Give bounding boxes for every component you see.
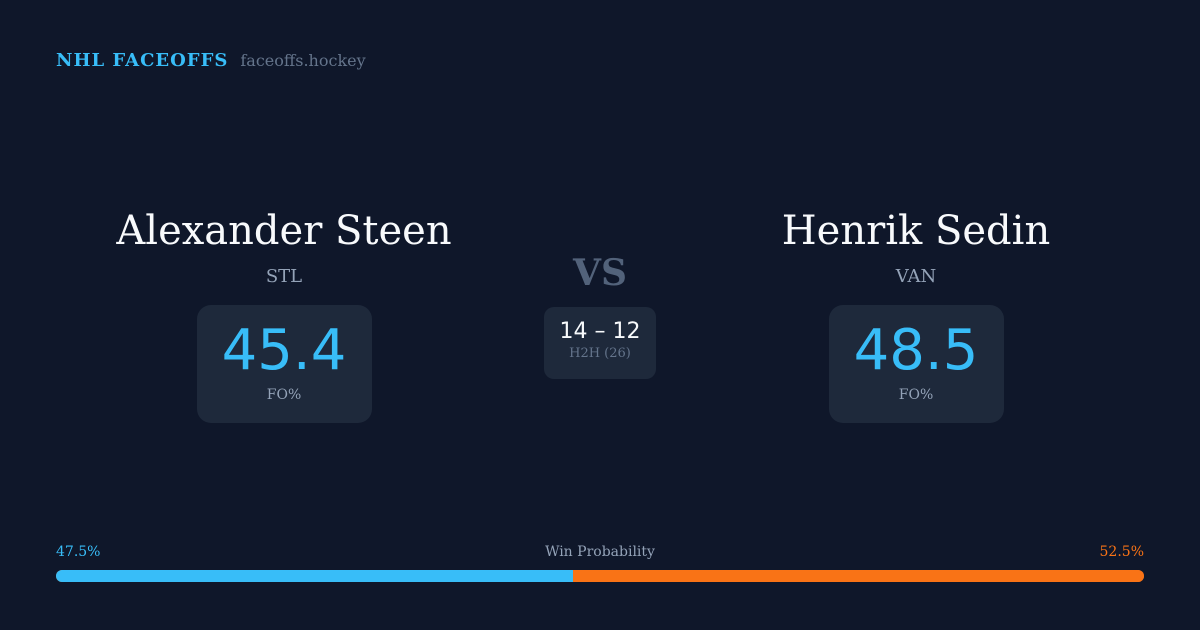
player-right: Henrik Sedin VAN 48.5 FO% bbox=[706, 208, 1126, 423]
h2h-label: H2H (26) bbox=[569, 346, 631, 361]
win-prob-right: 52.5% bbox=[1099, 544, 1144, 560]
vs-label: VS bbox=[573, 252, 627, 294]
brand: NHL FACEOFFS faceoffs.hockey bbox=[56, 50, 366, 71]
player-team: STL bbox=[265, 266, 303, 287]
brand-name: NHL FACEOFFS bbox=[56, 50, 229, 71]
fo-label: FO% bbox=[898, 387, 934, 403]
player-team: VAN bbox=[895, 266, 937, 287]
fo-label: FO% bbox=[266, 387, 302, 403]
h2h-card: 14 – 12 H2H (26) bbox=[544, 307, 656, 379]
player-name: Henrik Sedin bbox=[781, 208, 1051, 254]
fo-card: 48.5 FO% bbox=[828, 305, 1004, 423]
fo-card: 45.4 FO% bbox=[196, 305, 372, 423]
win-prob-bar-right bbox=[572, 570, 1144, 582]
win-prob-left: 47.5% bbox=[56, 544, 101, 560]
win-prob-bar bbox=[56, 570, 1144, 582]
win-probability: 47.5% Win Probability 52.5% bbox=[56, 544, 1144, 582]
player-name: Alexander Steen bbox=[116, 208, 452, 254]
brand-url: faceoffs.hockey bbox=[240, 51, 366, 70]
win-prob-title: Win Probability bbox=[545, 544, 655, 560]
fo-percentage: 48.5 bbox=[853, 318, 979, 383]
h2h-score: 14 – 12 bbox=[559, 319, 641, 344]
fo-percentage: 45.4 bbox=[221, 318, 347, 383]
win-prob-bar-left bbox=[56, 570, 573, 582]
player-left: Alexander Steen STL 45.4 FO% bbox=[74, 208, 494, 423]
